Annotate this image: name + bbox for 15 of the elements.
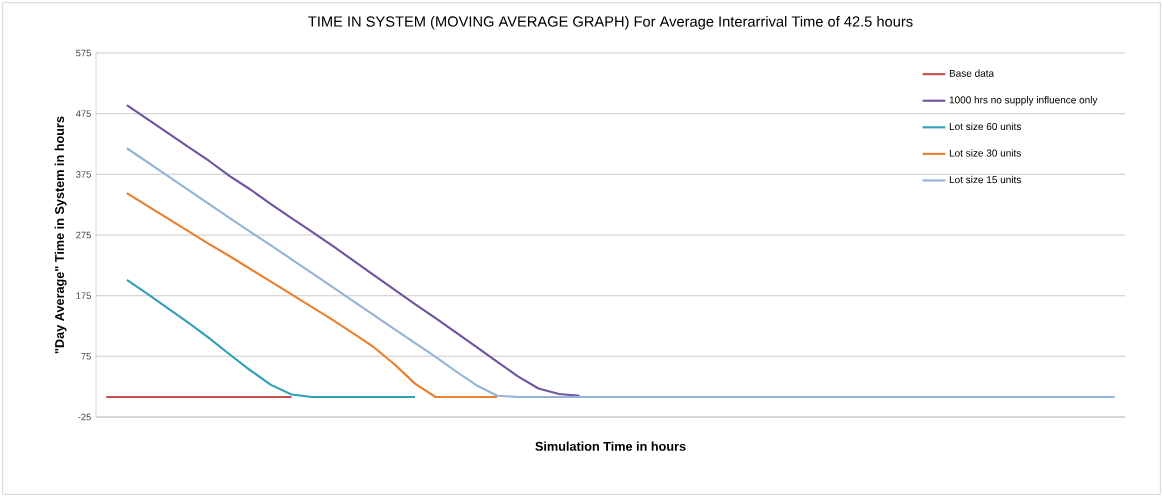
y-tick-label: 575 [76,49,91,57]
legend-label: Lot size 60 units [949,122,1021,131]
y-tick-label: 175 [76,292,91,299]
x-axis-title: Simulation Time in hours [535,441,686,451]
y-tick-label: 375 [76,171,91,178]
legend-label: Lot size 30 units [949,149,1021,157]
chart-title: TIME IN SYSTEM (MOVING AVERAGE GRAPH) For Average Interarrival Time of 42.5 hours [308,15,913,30]
y-axis-title: "Day Average" Time in System in hours [54,116,67,354]
y-tick-label: 475 [75,110,91,117]
y-tick-label: -25 [78,413,91,421]
y-tick-label: 275 [76,231,91,239]
y-tick-label: 75 [81,353,91,360]
legend-label: Lot size 15 units [949,175,1021,184]
legend-label: Base data [949,69,995,77]
legend-label: 1000 hrs no supply influence only [949,96,1098,106]
